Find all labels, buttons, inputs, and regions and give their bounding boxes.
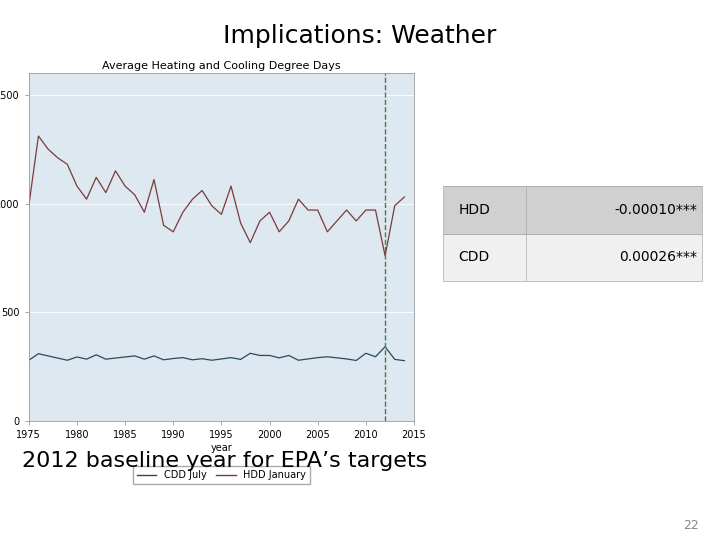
Title: Average Heating and Cooling Degree Days: Average Heating and Cooling Degree Days [102,60,341,71]
Text: CDD: CDD [459,250,490,264]
Bar [443,186,702,233]
Text: HDD: HDD [459,203,490,217]
Bar [443,233,702,281]
Text: 22: 22 [683,519,698,532]
Text: -0.00010***: -0.00010*** [614,203,697,217]
Legend: CDD July, HDD January: CDD July, HDD January [132,467,310,484]
X-axis label: year: year [210,443,233,453]
Text: 2012 baseline year for EPA’s targets: 2012 baseline year for EPA’s targets [22,451,427,471]
Text: 0.00026***: 0.00026*** [618,250,697,264]
Text: Implications: Weather: Implications: Weather [223,24,497,48]
